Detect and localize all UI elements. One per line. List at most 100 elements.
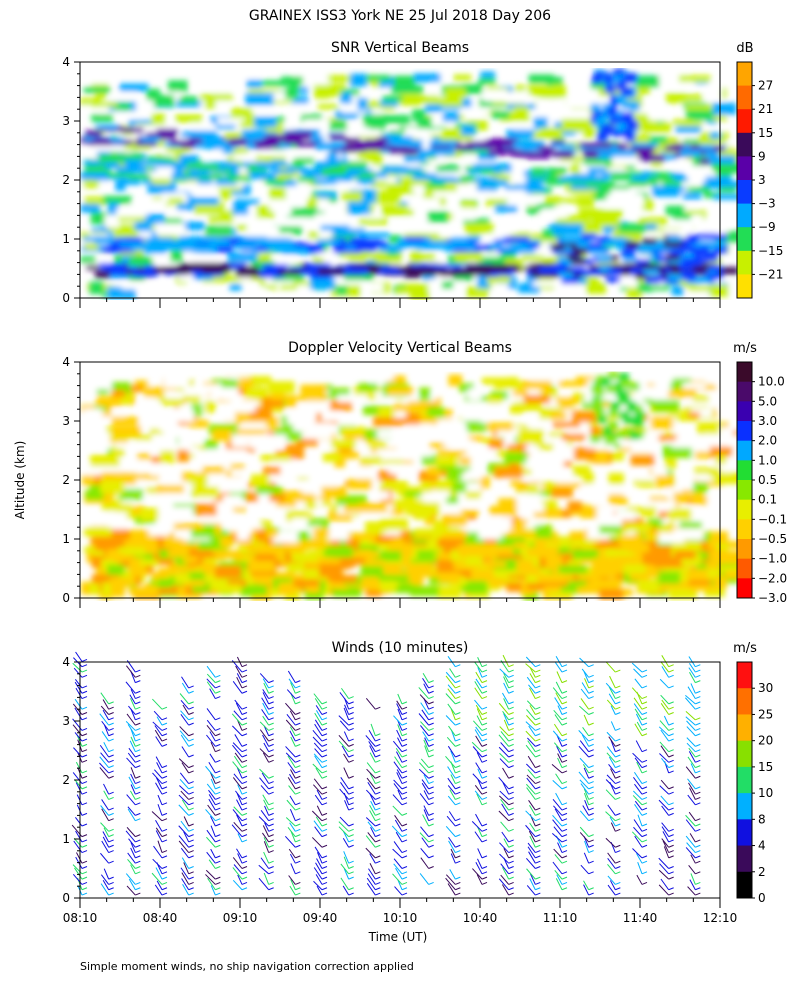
wind-barb (366, 877, 376, 891)
snr-cell (464, 223, 494, 234)
snr-cell (286, 207, 316, 218)
snr-cell (481, 167, 494, 174)
wind-barb (634, 835, 643, 848)
wind-barb-flag (641, 712, 648, 715)
wind-barb (445, 826, 456, 837)
doppler-cell (695, 451, 712, 459)
wind-barb (445, 671, 456, 683)
wind-barb-flag (375, 797, 381, 800)
snr-cell (616, 269, 631, 276)
snr-cell (485, 199, 506, 207)
wind-barb (288, 848, 296, 859)
wind-barb-flag (375, 828, 381, 832)
wind-barb (314, 748, 323, 758)
colorbar-swatch (737, 499, 752, 520)
wind-barb-flag (188, 722, 194, 726)
wind-barb-flag (375, 706, 381, 710)
snr-cell (410, 164, 442, 177)
wind-barb (609, 816, 616, 827)
wind-barb (74, 681, 83, 694)
doppler-cell (515, 484, 528, 491)
snr-cell (331, 204, 355, 213)
doppler-cell (615, 390, 626, 399)
doppler-cell (427, 466, 448, 476)
wind-barb (236, 848, 243, 859)
wind-barb (685, 835, 696, 848)
wind-barb-flag (161, 812, 168, 816)
doppler-cell (673, 492, 688, 503)
doppler-cell (180, 394, 201, 403)
doppler-cell (620, 440, 647, 448)
doppler-cell (437, 450, 467, 458)
wind-barb-flag (161, 818, 168, 822)
wind-barb-flag (321, 706, 328, 710)
doppler-cell (487, 396, 503, 404)
wind-barb-flag (508, 876, 514, 880)
snr-cell (398, 167, 424, 172)
doppler-cell (656, 523, 671, 532)
doppler-cell (139, 402, 151, 414)
wind-barb (660, 729, 670, 742)
wind-barb-flag (348, 892, 354, 896)
snr-cell (622, 255, 637, 262)
wind-barb-flag (81, 759, 88, 763)
doppler-cell (674, 550, 696, 559)
wind-barb (528, 684, 536, 694)
wind-barb-flag (481, 828, 488, 832)
doppler-cell (231, 441, 249, 448)
wind-barb-flag (695, 733, 701, 737)
snr-cell (427, 227, 446, 235)
wind-barb-flag (108, 759, 114, 763)
wind-barb (447, 785, 456, 795)
wind-barb (392, 794, 403, 806)
wind-barb-flag (455, 664, 461, 668)
wind-barb (393, 779, 403, 790)
doppler-cell (269, 571, 294, 579)
wind-barb (74, 817, 83, 827)
doppler-cell (395, 438, 409, 448)
doppler-cell (389, 463, 416, 475)
snr-cell (638, 153, 651, 161)
snr-cell (681, 274, 696, 281)
wind-barb (552, 819, 563, 832)
wind-barb-flag (108, 754, 114, 758)
snr-cell (577, 196, 595, 208)
doppler-cell (421, 481, 433, 493)
wind-barb (634, 723, 643, 737)
snr-cell (391, 85, 424, 94)
wind-barb (262, 734, 270, 747)
snr-cell (399, 144, 423, 151)
doppler-cell (91, 383, 109, 393)
snr-cell (355, 246, 377, 252)
wind-barb (449, 869, 456, 880)
wind-barb (609, 675, 616, 689)
wind-barb (233, 806, 243, 816)
doppler-cell (593, 380, 604, 389)
doppler-cell (137, 453, 150, 460)
doppler-cell (713, 552, 742, 565)
wind-barb (395, 831, 403, 843)
snr-cell (579, 243, 597, 251)
wind-barb (579, 832, 590, 843)
snr-cell (309, 277, 336, 290)
wind-barb-flag (615, 823, 621, 827)
snr-cell (440, 270, 457, 277)
wind-barb-flag (108, 791, 114, 795)
doppler-cell (702, 440, 729, 451)
doppler-cell (300, 384, 327, 396)
wind-barb-flag (188, 712, 194, 715)
snr-cell (442, 112, 460, 122)
wind-barb (311, 810, 323, 822)
wind-barb-flag (161, 786, 168, 790)
snr-cell (376, 137, 394, 143)
snr-cell (197, 176, 213, 185)
snr-cell (675, 126, 701, 133)
doppler-cell (328, 510, 352, 522)
snr-cell (494, 239, 510, 245)
wind-barb-flag (401, 786, 408, 790)
snr-cell (252, 286, 267, 299)
wind-barb-flag (241, 834, 248, 838)
wind-barb (128, 838, 136, 848)
wind-barb (209, 688, 216, 699)
snr-cell (690, 144, 709, 150)
